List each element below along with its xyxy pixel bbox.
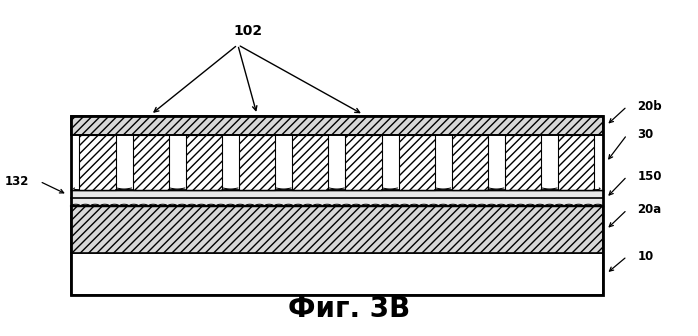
Bar (80, 135, 116, 190)
Bar (505, 135, 541, 190)
Bar (71, 116, 603, 135)
Bar (239, 135, 275, 190)
Bar (346, 135, 382, 190)
Bar (452, 135, 488, 190)
Bar (80, 135, 116, 190)
Text: Фиг. 3В: Фиг. 3В (288, 295, 410, 323)
Bar (292, 135, 328, 190)
Bar (186, 135, 222, 190)
Bar (558, 135, 594, 190)
Text: 30: 30 (637, 128, 654, 141)
Bar (71, 253, 603, 295)
Bar (399, 135, 435, 190)
Bar (71, 190, 603, 206)
Text: 132: 132 (5, 175, 29, 188)
Bar (186, 135, 222, 190)
Bar (505, 135, 541, 190)
Bar (133, 135, 169, 190)
Bar (71, 116, 603, 295)
Text: 150: 150 (637, 170, 662, 183)
Bar (399, 135, 435, 190)
Text: 102: 102 (234, 24, 262, 38)
Text: 20b: 20b (637, 100, 662, 113)
Bar (292, 135, 328, 190)
Bar (133, 135, 169, 190)
Bar (239, 135, 275, 190)
Bar (71, 135, 603, 190)
Text: 10: 10 (637, 250, 654, 263)
Bar (452, 135, 488, 190)
Bar (71, 206, 603, 253)
Bar (71, 206, 603, 253)
Bar (346, 135, 382, 190)
Text: 20a: 20a (637, 203, 662, 216)
Bar (558, 135, 594, 190)
Bar (71, 116, 603, 135)
